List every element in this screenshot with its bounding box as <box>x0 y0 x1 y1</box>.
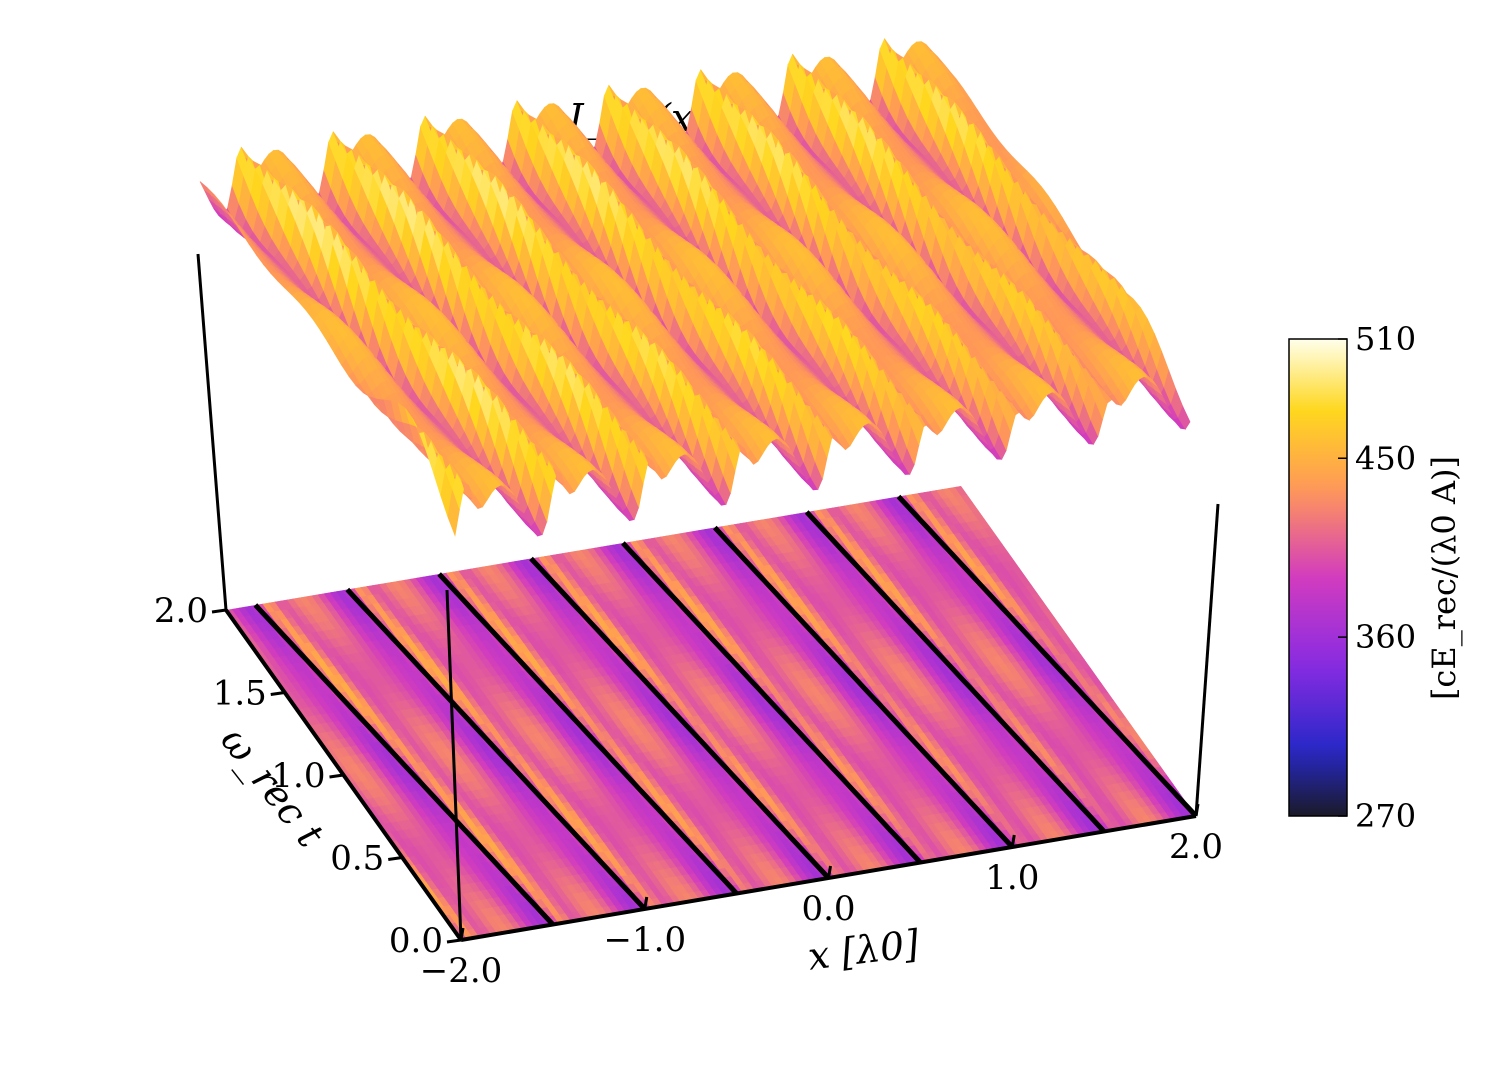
box-edge-back-left <box>196 253 228 611</box>
intensity-surface <box>199 38 1191 537</box>
axes-box <box>196 253 228 611</box>
